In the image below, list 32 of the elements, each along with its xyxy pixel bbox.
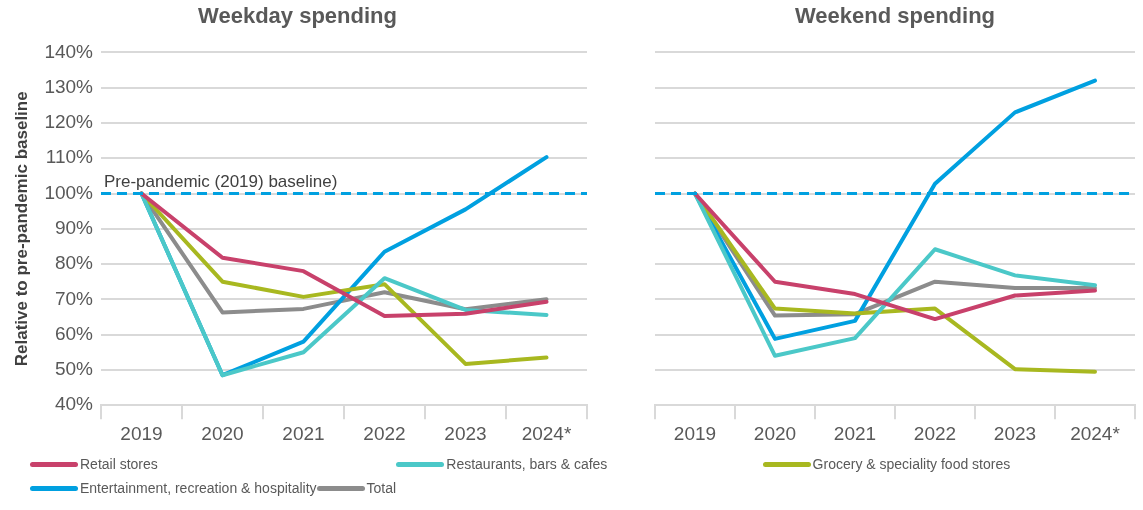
x-tick-label: 2023 <box>444 422 487 444</box>
legend-label: Grocery & speciality food stores <box>812 456 1011 472</box>
ref-line-label: Pre-pandemic (2019) baseline) <box>103 171 338 191</box>
x-tick-label: 2020 <box>201 422 244 444</box>
x-tick-label: 2024* <box>1070 422 1121 444</box>
x-tick-label: 2019 <box>120 422 163 444</box>
x-tick-label: 2021 <box>833 422 877 444</box>
y-tick-label: 110% <box>45 146 94 168</box>
legend-label: Entertainment, recreation & hospitality <box>80 480 317 496</box>
x-tick-label: 2022 <box>913 422 957 444</box>
y-tick-label: 50% <box>54 358 94 380</box>
x-tick-label: 2020 <box>753 422 797 444</box>
x-tick-label: 2023 <box>993 422 1037 444</box>
y-tick-label: 140% <box>44 40 94 62</box>
y-axis-title: Relative to pre-pandemic baseline <box>11 91 31 367</box>
chart-title: Weekday spending <box>198 3 397 29</box>
y-tick-label: 80% <box>54 252 94 274</box>
legend-label: Total <box>366 480 397 496</box>
chart-title: Weekend spending <box>794 3 996 29</box>
x-tick-label: 2021 <box>282 422 325 444</box>
legend-label: Restaurants, bars & cafes <box>446 456 608 472</box>
x-tick-label: 2024* <box>521 422 572 444</box>
y-tick-label: 100% <box>44 181 94 203</box>
y-tick-label: 60% <box>54 322 94 344</box>
x-tick-label: 2019 <box>673 422 717 444</box>
x-tick-label: 2022 <box>363 422 406 444</box>
y-tick-label: 120% <box>44 111 94 133</box>
legend-label: Retail stores <box>80 456 158 472</box>
y-tick-label: 70% <box>54 287 94 309</box>
y-tick-label: 90% <box>54 217 94 239</box>
y-tick-label: 40% <box>54 393 94 415</box>
y-tick-label: 130% <box>44 75 94 97</box>
